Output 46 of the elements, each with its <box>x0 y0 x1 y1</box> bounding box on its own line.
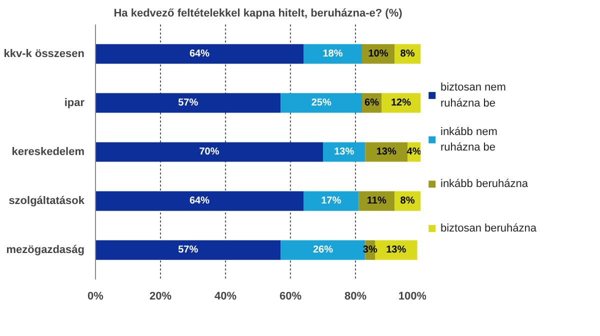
bar <box>304 44 362 64</box>
bar <box>96 240 281 260</box>
legend-label: biztosan nem ruházna be <box>440 82 506 110</box>
data-label: 70% <box>199 146 220 158</box>
data-label: 13% <box>386 244 406 256</box>
bar <box>280 93 362 113</box>
x-tick-label: 100% <box>398 290 427 302</box>
x-tick-label: 40% <box>214 290 237 302</box>
x-tick-label: 20% <box>149 290 172 302</box>
data-label: 12% <box>390 97 412 108</box>
y-tick-label: kereskedelem <box>12 146 85 158</box>
data-label: 8% <box>400 196 415 207</box>
bar <box>96 44 304 64</box>
data-label: 17% <box>321 196 342 207</box>
bar <box>96 93 281 113</box>
bar <box>96 142 323 162</box>
y-tick-label: kkv-k összesen <box>4 48 85 60</box>
x-tick-label: 80% <box>344 290 367 302</box>
data-label: 57% <box>178 244 198 256</box>
data-label: 8% <box>400 48 415 60</box>
bar <box>323 142 366 162</box>
x-tick-label: 0% <box>88 290 104 302</box>
legend-label: inkább beruházna <box>440 178 529 190</box>
data-label: 13% <box>376 146 396 158</box>
data-label: 11% <box>366 196 386 207</box>
chart-title: Ha kedvező feltételekkel kapna hitelt, beruházna-e? (%) <box>114 8 403 20</box>
data-label: 57% <box>178 97 198 108</box>
data-label: 26% <box>312 244 334 256</box>
y-tick-label: mezögazdaság <box>6 244 85 256</box>
bar <box>304 191 359 211</box>
x-tick-label: 60% <box>279 290 302 302</box>
bar <box>358 191 394 211</box>
data-label: 64% <box>189 196 210 207</box>
data-label: 18% <box>322 48 343 60</box>
bar <box>365 142 408 162</box>
data-label: 10% <box>368 48 388 60</box>
bar <box>382 93 420 113</box>
legend-label: biztosan beruházna <box>440 222 538 235</box>
bar <box>96 191 304 211</box>
data-label: 64% <box>189 48 210 60</box>
data-label: 25% <box>311 97 332 108</box>
data-label: 13% <box>334 146 354 158</box>
y-tick-label: ipar <box>64 96 86 109</box>
data-label: 6% <box>364 97 380 108</box>
y-tick-label: szolgáltatások <box>8 195 86 208</box>
legend-label: inkább nem ruházna be <box>440 126 498 154</box>
